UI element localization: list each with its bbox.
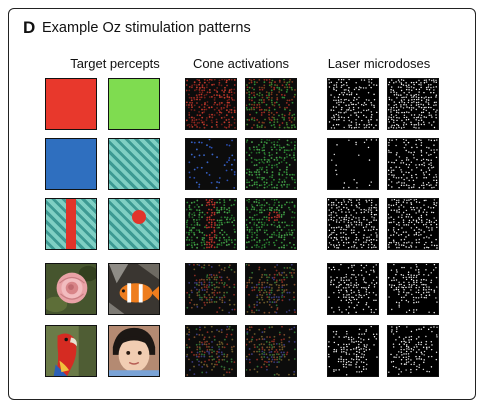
target-teal-stripes xyxy=(108,138,160,190)
laser-microdose-child xyxy=(387,325,439,377)
cone-activation-parrot xyxy=(185,325,237,377)
target-parrot-photo xyxy=(45,325,97,377)
laser-microdose-dot xyxy=(387,198,439,250)
figure-panel: D Example Oz stimulation patterns Target… xyxy=(8,8,476,400)
target-stripes-with-red-dot xyxy=(108,198,160,250)
cone-activation-rose xyxy=(185,263,237,315)
column-header-cone-activations: Cone activations xyxy=(192,56,290,71)
laser-microdose-bar xyxy=(327,198,379,250)
target-clownfish-photo xyxy=(108,263,160,315)
cone-activation-green xyxy=(245,78,297,130)
laser-microdose-teal xyxy=(387,138,439,190)
target-stripes-with-red-bar xyxy=(45,198,97,250)
cone-activation-clownfish xyxy=(245,263,297,315)
laser-microdose-red xyxy=(327,78,379,130)
laser-microdose-parrot xyxy=(327,325,379,377)
laser-microdose-blue xyxy=(327,138,379,190)
cone-activation-child xyxy=(245,325,297,377)
laser-microdose-green xyxy=(387,78,439,130)
target-rose-photo xyxy=(45,263,97,315)
cone-activation-bar xyxy=(185,198,237,250)
cone-activation-dot xyxy=(245,198,297,250)
target-green xyxy=(108,78,160,130)
laser-microdose-clownfish xyxy=(387,263,439,315)
column-header-laser-microdoses: Laser microdoses xyxy=(327,56,431,71)
cone-activation-red xyxy=(185,78,237,130)
target-blue xyxy=(45,138,97,190)
target-red xyxy=(45,78,97,130)
panel-letter: D xyxy=(23,18,36,37)
cone-activation-blue xyxy=(185,138,237,190)
target-child-photo xyxy=(108,325,160,377)
cone-activation-teal xyxy=(245,138,297,190)
laser-microdose-rose xyxy=(327,263,379,315)
panel-title: Example Oz stimulation patterns xyxy=(42,20,251,36)
column-header-target-percepts: Target percepts xyxy=(70,56,160,71)
